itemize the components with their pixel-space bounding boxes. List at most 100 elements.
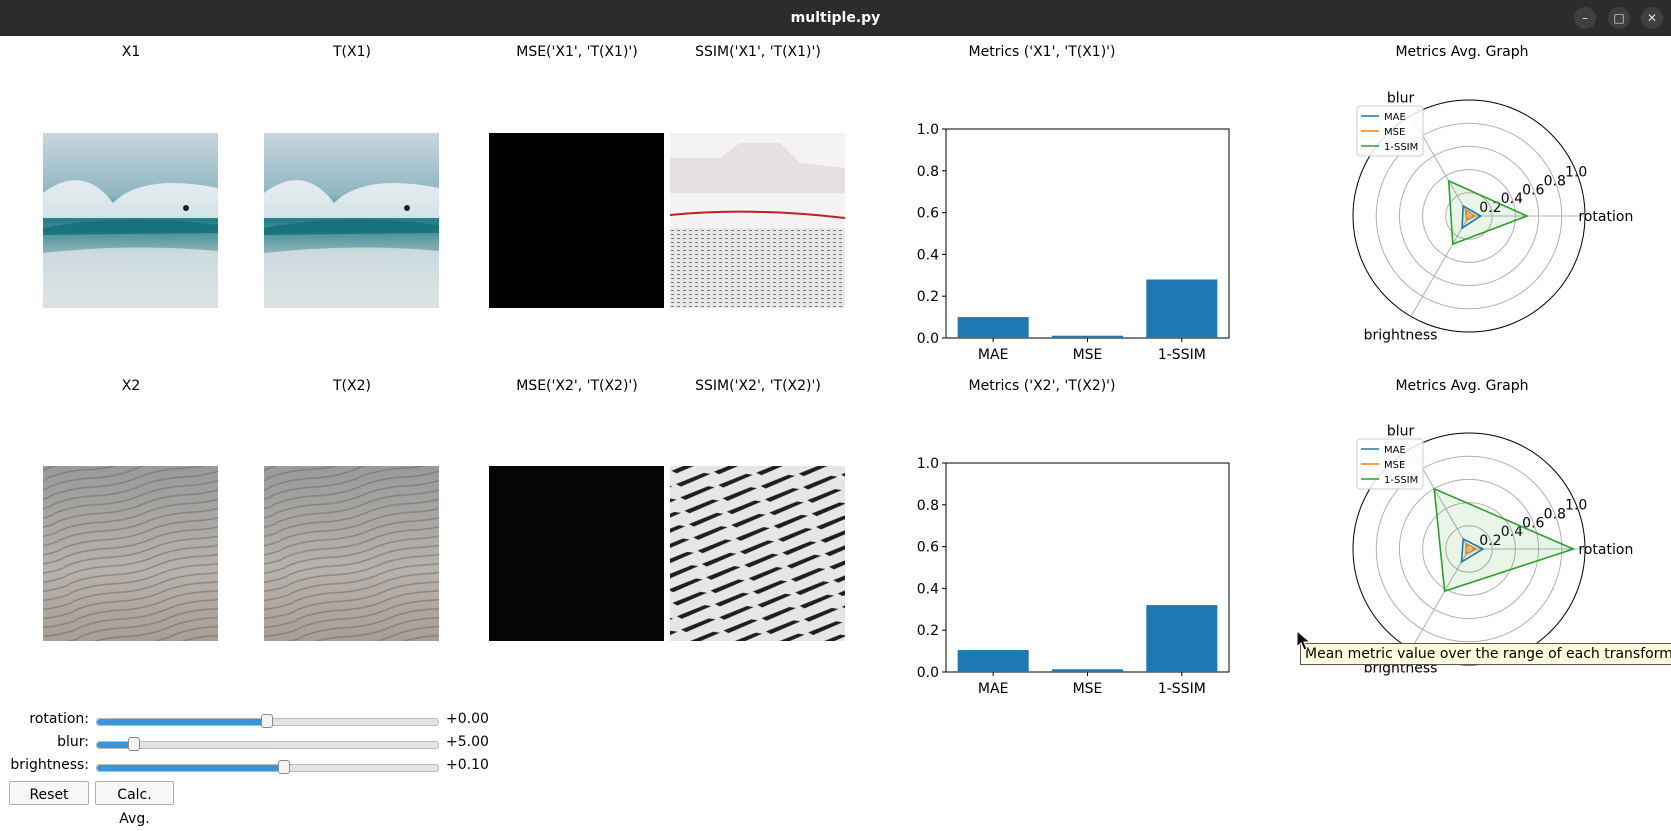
bar-mse [1051,669,1124,672]
brightness-slider[interactable] [96,760,439,774]
legend-label-1-ssim: 1-SSIM [1384,142,1418,153]
x-tick-label: MAE [978,347,1009,363]
x-tick-label: MAE [978,681,1009,697]
bar-mse [1051,335,1124,338]
brightness-label: brightness: [10,757,89,773]
brightness-value: +0.10 [446,757,489,773]
close-icon[interactable]: ✕ [1641,7,1663,29]
metrics1-title: Metrics ('X1', 'T(X1)') [968,44,1116,60]
radar-r-tick-label: 0.2 [1479,200,1501,216]
maximize-icon[interactable]: □ [1608,7,1630,29]
x1-title: X1 [121,44,141,60]
blur-value: +5.00 [446,734,489,750]
bar-mae [957,650,1029,672]
y-tick-label: 0.0 [917,665,939,681]
reset-button[interactable]: Reset [9,781,89,805]
radar-r-tick-label: 0.2 [1479,533,1501,549]
radar-spoke [1410,548,1470,650]
y-tick-label: 0.8 [917,498,939,514]
tx1-title: T(X1) [333,44,371,60]
metrics2-bar-chart: 0.0 0.2 0.4 0.6 0.8 1.0 MAE MSE 1-SSIM [917,456,1230,697]
radar-r-tick-label: 0.4 [1501,524,1523,540]
brightness-slider-thumb[interactable] [277,760,290,774]
radar-r-tick-label: 0.4 [1501,191,1523,207]
mse1-image [489,133,664,308]
x-tick-label: 1-SSIM [1158,681,1206,697]
radar-r-tick-label: 1.0 [1565,165,1587,181]
ssim2-image [670,466,845,641]
x-tick-label: MSE [1073,347,1103,363]
mse2-title: MSE('X2', 'T(X2)') [516,378,638,394]
rotation-label: rotation: [29,711,89,727]
mse2-image [489,466,664,641]
y-tick-label: 0.8 [917,164,939,180]
y-tick-label: 0.4 [917,247,939,263]
radar-axis-label: blur [1387,423,1415,439]
y-tick-label: 1.0 [917,122,939,138]
x2-title: X2 [121,378,141,394]
figure-canvas: X1 T(X1) MSE('X1', 'T(X1)') SSIM('X1', '… [0,36,1671,827]
blur-slider-fill [97,742,135,748]
radar-r-tick-label: 0.8 [1544,173,1566,189]
radar-legend-box [1356,438,1424,490]
legend-label-mae: MAE [1384,112,1406,123]
metrics1-bar-chart: 0.0 0.2 0.4 0.6 0.8 1.0 MAE MSE 1-SSIM [917,122,1230,363]
tx1-image [264,133,439,308]
metrics2-title: Metrics ('X2', 'T(X2)') [968,378,1116,394]
y-tick-label: 0.4 [917,581,939,597]
blur-label: blur: [57,734,89,750]
y-tick-label: 0.6 [917,206,939,222]
bar-1-ssim [1146,279,1218,338]
y-tick-label: 0.6 [917,540,939,556]
x1-image [43,133,218,308]
avg1-title: Metrics Avg. Graph [1395,44,1529,60]
tooltip: Mean metric value over the range of each… [1300,643,1671,665]
avg1-radar-chart: 0.20.40.60.81.0 rotation blur brightness MAE… [1352,90,1633,344]
mouse-cursor-icon [1296,630,1312,651]
y-tick-label: 1.0 [917,456,939,472]
mse1-title: MSE('X1', 'T(X1)') [516,44,638,60]
tx2-title: T(X2) [333,378,371,394]
y-tick-label: 0.2 [917,289,939,305]
x-tick-label: 1-SSIM [1158,347,1206,363]
minimize-icon[interactable]: – [1574,7,1596,29]
rotation-slider-fill [97,719,268,725]
y-tick-label: 0.0 [917,331,939,347]
bar-mae [957,317,1029,338]
legend-label-mse: MSE [1384,460,1405,471]
radar-r-tick-label: 0.6 [1522,515,1544,531]
radar-axis-label: blur [1387,90,1415,106]
radar-series-1-ssim [1447,179,1530,246]
radar-series-mse [1465,542,1478,556]
rotation-slider-thumb[interactable] [260,714,273,728]
brightness-slider-fill [97,765,285,771]
radar-spoke [1410,215,1470,317]
radar-series-mse [1464,208,1477,222]
radar-legend-box [1356,105,1424,157]
radar-series-1-ssim [1433,487,1576,593]
legend-label-mse: MSE [1384,127,1405,138]
radar-r-tick-label: 0.6 [1522,182,1544,198]
x-tick-label: MSE [1073,681,1103,697]
ssim1-image [670,133,845,308]
radar-r-tick-label: 1.0 [1565,498,1587,514]
y-tick-label: 0.2 [917,623,939,639]
radar-axis-label: rotation [1578,542,1633,558]
rotation-slider[interactable] [96,714,439,728]
title-bar: multiple.py – □ ✕ [0,0,1671,36]
rotation-value: +0.00 [446,711,489,727]
calc-avg-button[interactable]: Calc. Avg. [95,781,174,827]
legend-label-1-ssim: 1-SSIM [1384,475,1418,486]
radar-r-tick-label: 0.8 [1544,506,1566,522]
x2-image [43,466,218,641]
avg2-radar-chart: 0.20.40.60.81.0rotationblurbrightnessMAE… [1352,423,1633,677]
blur-slider-thumb[interactable] [127,737,140,751]
ssim2-title: SSIM('X2', 'T(X2)') [695,378,821,394]
blur-slider[interactable] [96,737,439,751]
legend-label-mae: MAE [1384,445,1406,456]
window-title: multiple.py [790,10,881,26]
ssim1-title: SSIM('X1', 'T(X1)') [695,44,821,60]
radar-axis-label: brightness [1364,328,1438,344]
bar-1-ssim [1146,605,1218,672]
tx2-image [264,466,439,641]
